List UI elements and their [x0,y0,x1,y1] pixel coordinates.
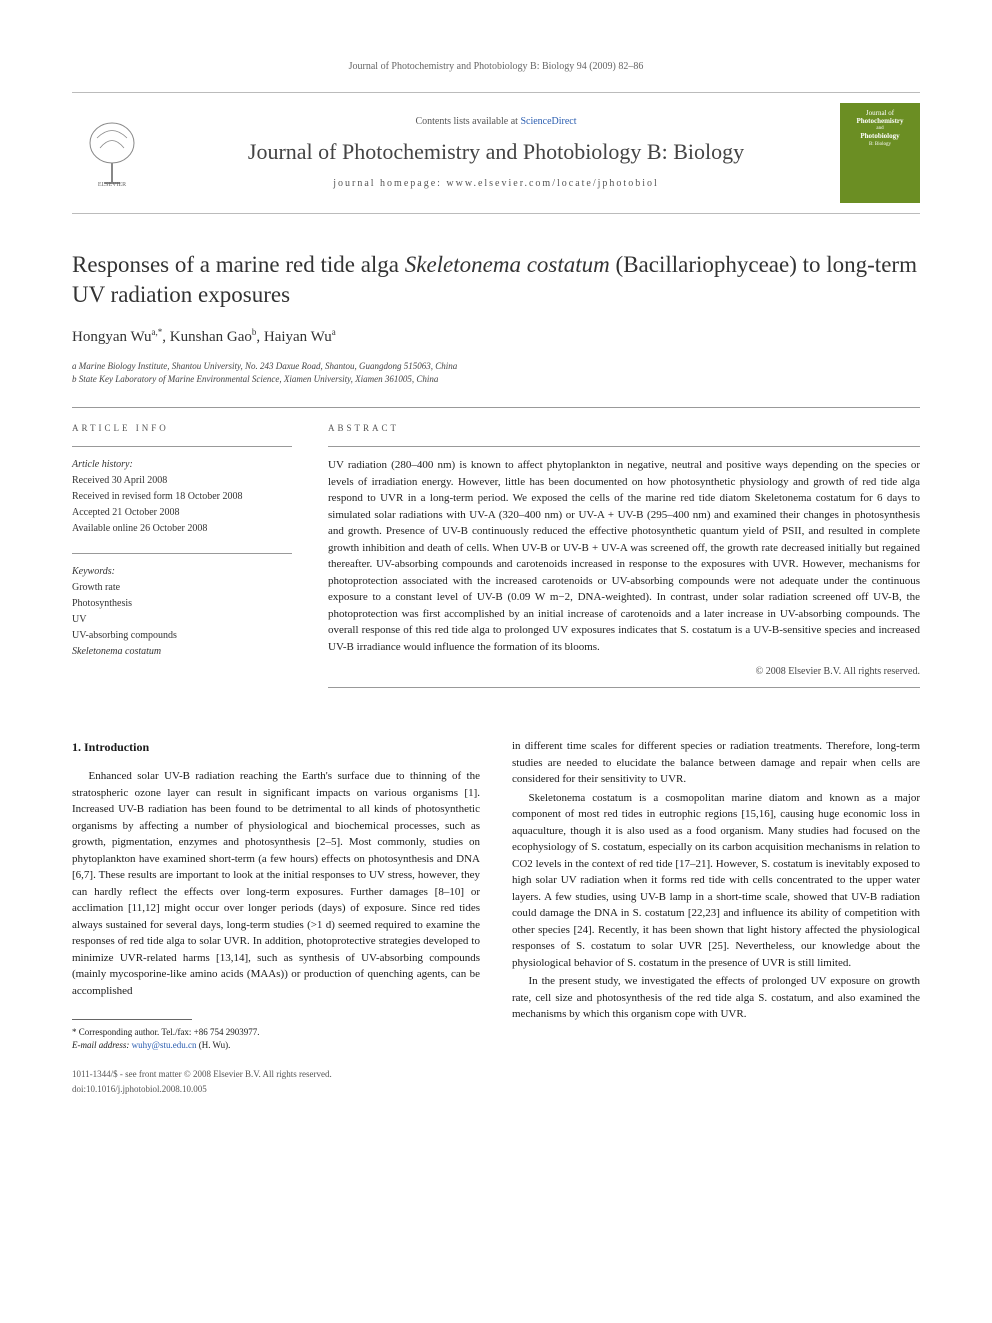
author-2: Kunshan Gaob [170,329,257,345]
intro-para-2: Skeletonema costatum is a cosmopolitan m… [512,790,920,972]
article-history: Article history: Received 30 April 2008 … [72,457,292,537]
copyright-line: © 2008 Elsevier B.V. All rights reserved… [328,665,920,679]
affiliation-b: b State Key Laboratory of Marine Environ… [72,373,920,387]
svg-text:ELSEVIER: ELSEVIER [98,182,126,188]
keywords: Keywords: Growth rate Photosynthesis UV … [72,564,292,660]
article-title: Responses of a marine red tide alga Skel… [72,250,920,310]
author-list: Hongyan Wua,*, Kunshan Gaob, Haiyan Wua [72,326,920,348]
article-info-label: ARTICLE INFO [72,422,292,435]
intro-para-1: Enhanced solar UV-B radiation reaching t… [72,768,480,999]
intro-heading: 1. Introduction [72,738,480,756]
body-column-right: in different time scales for different s… [512,738,920,1096]
author-1: Hongyan Wua,* [72,329,162,345]
doi-line: doi:10.1016/j.jphotobiol.2008.10.005 [72,1083,480,1097]
body-column-left: 1. Introduction Enhanced solar UV-B radi… [72,738,480,1096]
sciencedirect-link[interactable]: ScienceDirect [520,116,576,127]
author-3: Haiyan Wua [264,329,336,345]
intro-para-1-cont: in different time scales for different s… [512,738,920,788]
intro-para-3: In the present study, we investigated th… [512,973,920,1023]
journal-cover-thumb: Journal of Photochemistry and Photobiolo… [840,103,920,203]
corresponding-author-footnote: * Corresponding author. Tel./fax: +86 75… [72,1026,480,1051]
abstract-label: ABSTRACT [328,422,920,435]
publisher-logo: ELSEVIER [72,118,152,188]
affiliation-a: a Marine Biology Institute, Shantou Univ… [72,360,920,374]
body-text: 1. Introduction Enhanced solar UV-B radi… [72,738,920,1096]
journal-homepage: journal homepage: www.elsevier.com/locat… [152,177,840,191]
journal-name: Journal of Photochemistry and Photobiolo… [152,137,840,168]
running-header: Journal of Photochemistry and Photobiolo… [72,60,920,74]
front-matter-line: 1011-1344/$ - see front matter © 2008 El… [72,1068,480,1082]
elsevier-tree-icon: ELSEVIER [82,118,142,188]
affiliations: a Marine Biology Institute, Shantou Univ… [72,360,920,387]
journal-banner: ELSEVIER Contents lists available at Sci… [72,92,920,214]
abstract-text: UV radiation (280–400 nm) is known to af… [328,457,920,655]
author-email-link[interactable]: wuhy@stu.edu.cn [132,1040,197,1050]
contents-available: Contents lists available at ScienceDirec… [152,115,840,129]
